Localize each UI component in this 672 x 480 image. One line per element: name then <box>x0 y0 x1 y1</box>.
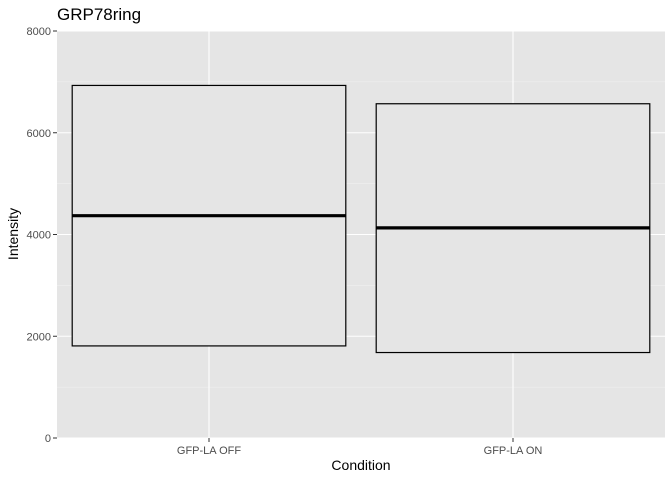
boxes <box>71 84 651 354</box>
y-tick-label: 2000 <box>27 331 51 343</box>
y-axis-ticks: 0 2000 4000 6000 8000 <box>27 26 57 445</box>
y-axis-title: Intensity <box>5 208 21 260</box>
x-axis-title: Condition <box>331 457 390 473</box>
y-tick-label: 0 <box>45 433 51 445</box>
x-axis-ticks: GFP-LA OFF GFP-LA ON <box>177 438 542 457</box>
y-tick-label: 6000 <box>27 128 51 140</box>
x-tick-label: GFP-LA ON <box>484 445 543 457</box>
y-tick-label: 4000 <box>27 230 51 242</box>
y-tick-label: 8000 <box>27 26 51 38</box>
chart-title: GRP78ring <box>57 5 141 24</box>
x-tick-label: GFP-LA OFF <box>177 445 241 457</box>
